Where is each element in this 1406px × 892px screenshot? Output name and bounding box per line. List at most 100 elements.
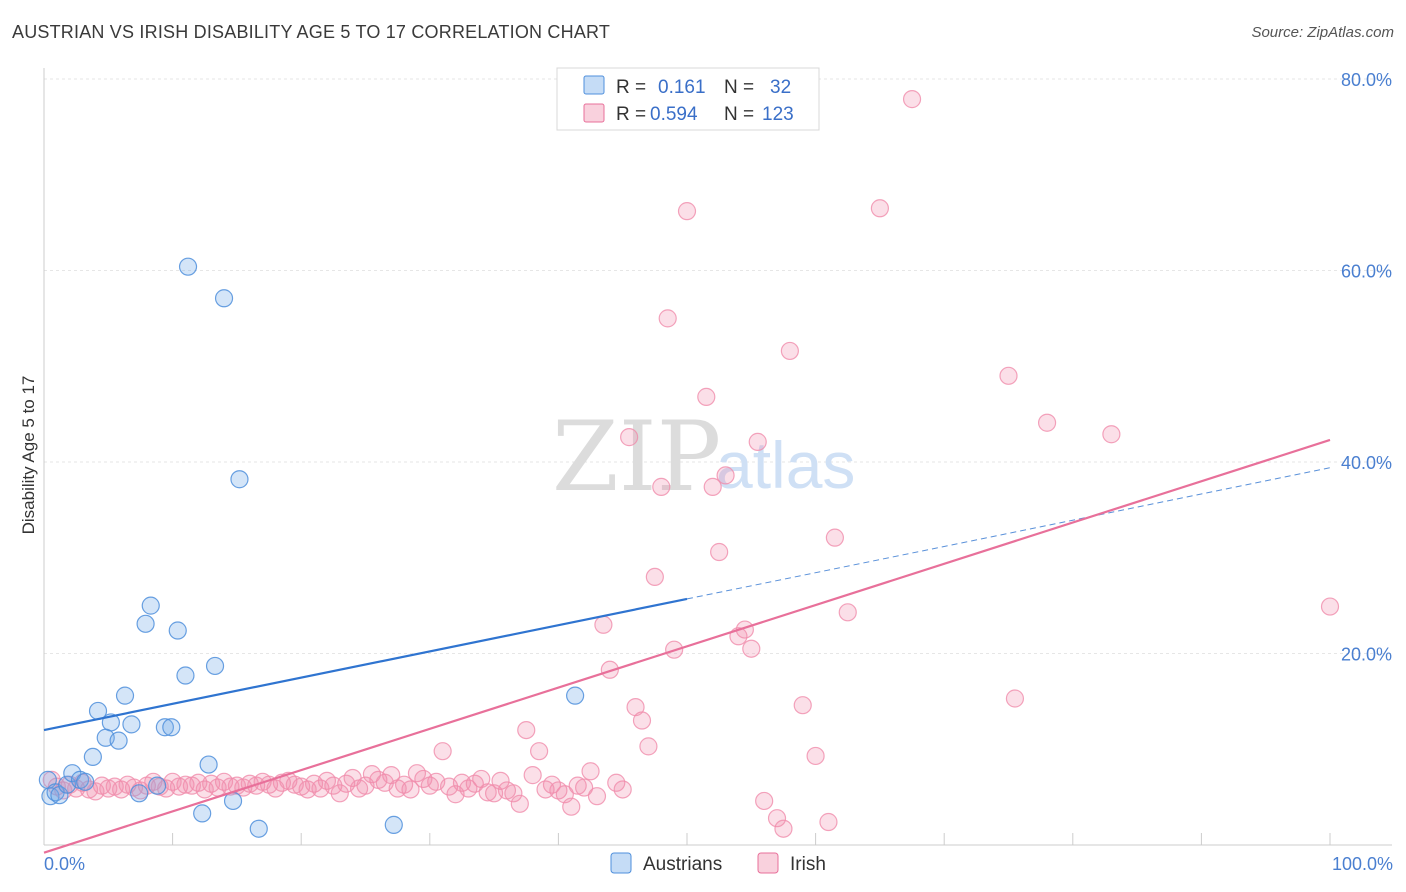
series-legend: Austrians Irish <box>610 852 826 875</box>
irish-trend-line <box>43 438 1331 854</box>
irish-point <box>652 477 671 496</box>
irish-point <box>742 639 761 658</box>
x-tick-labels: 0.0% 100.0% <box>44 854 1393 874</box>
irish-point <box>1005 689 1025 708</box>
irish-point <box>587 787 607 806</box>
austrians-r-label: R = <box>616 77 646 98</box>
austrian-point <box>109 731 128 750</box>
irish-point <box>568 776 587 795</box>
irish-r-value: 0.594 <box>650 104 698 125</box>
irish-point <box>710 542 729 562</box>
irish-point <box>806 746 825 766</box>
austrian-point <box>148 776 167 795</box>
irish-legend-swatch <box>583 103 605 123</box>
irish-point <box>632 711 652 730</box>
x-tick-label: 0.0% <box>44 854 85 874</box>
austrian-point <box>249 819 268 838</box>
irish-point <box>99 779 118 798</box>
irish-point <box>478 783 497 802</box>
source-label: Source: ZipAtlas.com <box>1251 24 1394 41</box>
irish-point <box>600 660 619 679</box>
grid-lines <box>44 78 1392 654</box>
y-tick-labels: 20.0% 40.0% 60.0% 80.0% <box>1341 70 1392 665</box>
austrian-point <box>136 614 155 633</box>
irish-r-label: R = <box>616 104 646 125</box>
austrian-point <box>122 715 141 734</box>
austrians-series-label: Austrians <box>643 854 722 875</box>
irish-point <box>189 773 208 792</box>
austrian-point <box>230 470 249 489</box>
watermark: ZIP atlas <box>552 401 855 513</box>
irish-point <box>658 309 677 328</box>
irish-point <box>517 720 536 740</box>
irish-n-label: N = <box>724 104 754 125</box>
austrian-point <box>155 718 174 737</box>
irish-point <box>870 199 890 218</box>
x-tick-label: 100.0% <box>1332 854 1393 874</box>
austrian-point <box>178 257 198 276</box>
austrian-point <box>115 686 135 705</box>
irish-point <box>999 366 1018 385</box>
irish-point <box>1102 425 1121 444</box>
irish-n-value: 123 <box>762 104 794 125</box>
irish-point <box>607 773 626 792</box>
austrians-r-value: 0.161 <box>658 77 706 98</box>
irish-point <box>523 766 542 785</box>
irish-point <box>838 603 857 622</box>
irish-point <box>825 528 844 547</box>
y-tick-label: 60.0% <box>1341 262 1392 282</box>
irish-point <box>510 794 529 813</box>
irish-point <box>491 771 510 790</box>
irish-point <box>575 778 594 797</box>
irish-point <box>613 780 632 799</box>
irish-point <box>620 428 639 447</box>
irish-point <box>703 477 722 496</box>
irish-point <box>581 762 600 781</box>
irish-point <box>645 567 664 587</box>
irish-point <box>793 696 812 715</box>
austrian-point <box>168 621 187 640</box>
irish-point <box>504 784 523 803</box>
watermark-atlas: atlas <box>716 428 855 502</box>
irish-point <box>748 432 767 451</box>
austrian-point <box>214 289 234 308</box>
irish-point <box>401 780 420 799</box>
watermark-zip: ZIP <box>552 401 721 513</box>
irish-point <box>1037 413 1057 432</box>
austrian-point <box>176 666 195 685</box>
austrian-point <box>199 755 218 774</box>
irish-point <box>780 341 799 361</box>
austrians-trend-line <box>43 597 688 732</box>
stats-legend-box <box>556 67 820 131</box>
irish-point <box>716 466 735 485</box>
irish-point <box>819 812 838 832</box>
irish-point <box>562 797 581 816</box>
irish-point <box>530 742 549 761</box>
irish-point <box>433 742 452 761</box>
austrian-point <box>384 815 403 834</box>
austrian-point <box>566 686 585 705</box>
austrian-point <box>83 747 102 767</box>
irish-point <box>169 777 189 796</box>
irish-point <box>755 791 774 811</box>
austrian-point <box>205 656 225 676</box>
irish-point <box>330 784 349 803</box>
irish-point <box>639 737 658 756</box>
y-tick-label: 20.0% <box>1341 645 1392 665</box>
y-tick-label: 40.0% <box>1341 453 1392 473</box>
austrians-n-value: 32 <box>770 77 791 98</box>
trend-lines <box>43 438 1331 854</box>
austrians-legend-swatch <box>583 75 605 95</box>
irish-series-swatch <box>757 852 779 874</box>
axes <box>43 68 1392 846</box>
chart-title: AUSTRIAN VS IRISH DISABILITY AGE 5 TO 17… <box>12 22 611 42</box>
austrian-point <box>130 784 149 803</box>
austrian-points <box>38 257 585 838</box>
irish-point <box>677 202 697 221</box>
stats-legend: R = 0.161 N = 32 R = 0.594 N = 123 <box>556 67 820 131</box>
austrian-point <box>76 772 95 791</box>
austrian-point <box>162 718 181 737</box>
irish-point <box>774 819 793 838</box>
austrian-point <box>193 804 212 823</box>
